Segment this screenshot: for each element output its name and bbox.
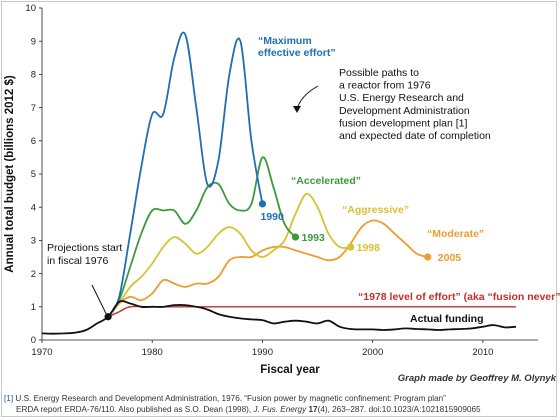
paths-note-line-5: and expected date of completion — [339, 130, 491, 142]
x-tick-label: 1990 — [252, 347, 273, 358]
series-line-3 — [107, 219, 429, 318]
series-end-marker-0 — [258, 200, 267, 208]
footnote-journal: J. Fus. Energy — [253, 404, 307, 414]
series-end-label-3: 2005 — [438, 252, 462, 264]
projection-note-line-1: in fiscal 1976 — [47, 255, 108, 267]
paths-note-line-3: Development Administration — [339, 105, 470, 117]
y-tick-label: 8 — [31, 70, 36, 81]
x-tick-label: 2010 — [472, 347, 493, 358]
series-label-0: “Maximum — [258, 35, 312, 47]
x-axis-title: Fiscal year — [260, 364, 320, 376]
x-tick-label: 2000 — [362, 347, 383, 358]
series-line-4 — [107, 305, 516, 318]
series-label-6: Actual funding — [410, 313, 484, 325]
x-tick-label: 1970 — [31, 347, 52, 358]
series-line-0 — [107, 31, 264, 318]
footnote-ref: [1] — [4, 394, 14, 403]
footnote: [1] U.S. Energy Research and Development… — [4, 394, 556, 415]
series-end-marker-2 — [347, 243, 355, 251]
series-end-label-1: 1993 — [302, 232, 326, 244]
projection-note-line-0: Projections start — [47, 242, 122, 254]
series-label-3: “Aggressive” — [342, 204, 409, 216]
paths-note-line-4: fusion development plan [1] — [339, 117, 468, 129]
paths-note-line-0: Possible paths to — [339, 67, 419, 79]
series-line-2 — [107, 192, 351, 318]
y-tick-label: 3 — [31, 236, 36, 247]
series-end-label-2: 1998 — [357, 242, 381, 254]
y-tick-label: 7 — [31, 103, 36, 114]
series-label-1: effective effort” — [258, 47, 336, 59]
y-tick-label: 1 — [31, 302, 36, 313]
series-label-5: “1978 level of effort” (aka “fusion neve… — [358, 291, 560, 303]
series-label-4: “Moderate” — [427, 228, 484, 240]
graph-credit: Graph made by Geoffrey M. Olynyk — [398, 373, 557, 384]
series-layer: 1990 1993 1998 2005 — [41, 31, 517, 335]
series-end-marker-1 — [291, 233, 300, 241]
footnote-line-1: U.S. Energy Research and Development Adm… — [15, 394, 446, 403]
paths-note-line-1: a reactor from 1976 — [339, 80, 431, 92]
series-end-marker-3 — [424, 253, 432, 261]
series-end-label-0: 1990 — [260, 211, 284, 223]
paths-note-line-2: U.S. Energy Research and — [339, 92, 464, 104]
y-tick-label: 5 — [31, 169, 36, 180]
chart-axes: 0 1 2 3 4 5 6 7 8 9 10 1970 1980 1990 2000 2010 Fiscal y… — [4, 3, 538, 376]
projection-start-marker — [104, 313, 112, 321]
x-tick-label: 1980 — [142, 347, 163, 358]
footnote-line-2-start: ERDA report ERDA-76/110. Also published … — [16, 404, 254, 414]
y-tick-label: 10 — [25, 3, 36, 14]
projection-leader-line — [91, 284, 107, 314]
series-label-2: “Accelerated” — [291, 175, 361, 187]
footnote-line-2-end: (4), 263–287. doi:10.1023/A:102181590906… — [317, 404, 481, 414]
y-tick-label: 4 — [31, 202, 36, 213]
y-tick-label: 6 — [31, 136, 36, 147]
series-line-1 — [107, 156, 297, 318]
y-tick-label: 0 — [31, 335, 36, 346]
y-tick-label: 9 — [31, 36, 36, 47]
footnote-volume: 17 — [308, 404, 318, 414]
y-tick-label: 2 — [31, 269, 36, 280]
paths-note-arrowhead — [293, 106, 301, 113]
y-axis-title: Annual total budget (billions 2012 $) — [4, 75, 16, 273]
series-line-5 — [41, 300, 517, 335]
